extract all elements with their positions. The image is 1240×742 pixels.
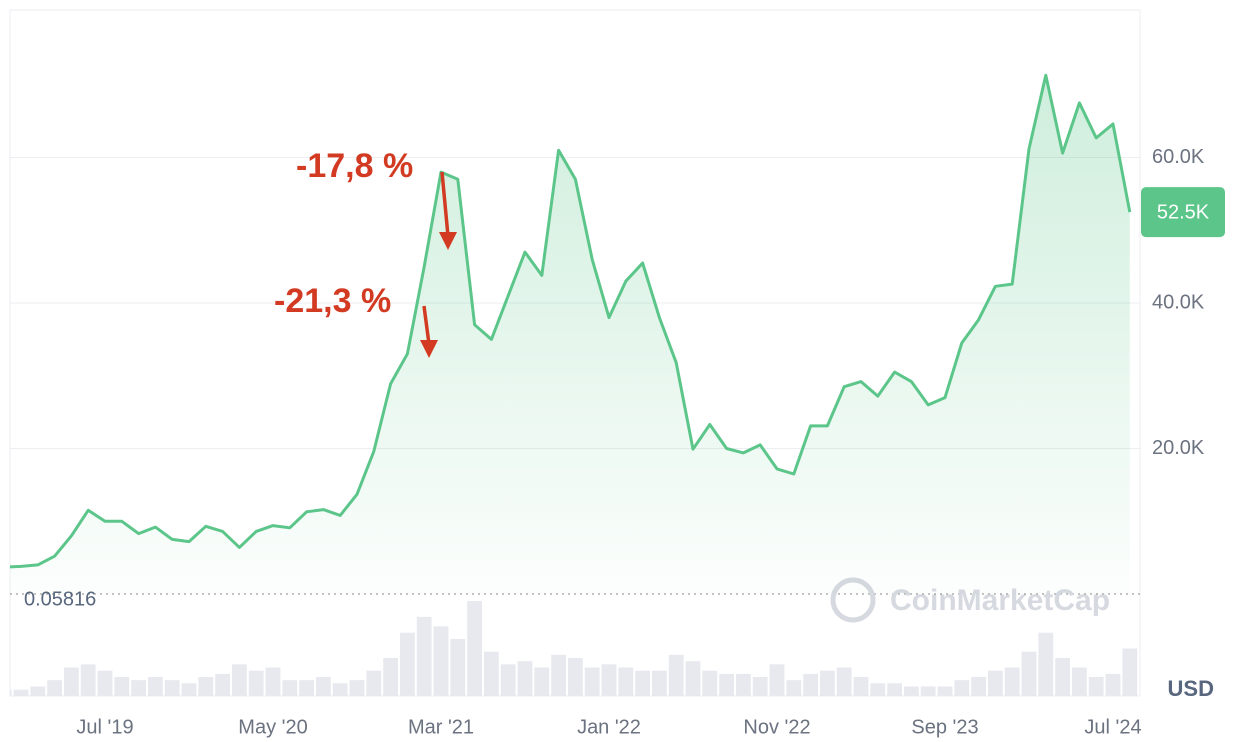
volume-bar: [534, 667, 550, 696]
y-tick-label: 40.0K: [1152, 291, 1205, 313]
annotation: -21,3 %: [274, 282, 391, 320]
volume-bar: [601, 664, 617, 696]
volume-bar: [1122, 648, 1138, 696]
volume-bar: [299, 680, 314, 696]
volume-bar: [383, 658, 398, 696]
volume-bar: [400, 632, 415, 696]
volume-bar: [618, 667, 634, 696]
volume-bar: [685, 661, 701, 696]
volume-bar: [887, 683, 902, 696]
current-price-label: 52.5K: [1157, 201, 1210, 223]
volume-bar: [332, 683, 348, 696]
x-tick-label: Jan '22: [577, 716, 641, 738]
volume-bar: [988, 670, 1003, 696]
volume-bar: [450, 639, 466, 696]
volume-bar: [265, 667, 281, 696]
volume-bar: [433, 626, 449, 696]
volume-bar: [131, 680, 146, 696]
volume-bar: [181, 683, 197, 696]
volume-bar: [80, 664, 96, 696]
volume-bar: [836, 667, 852, 696]
volume-bar: [484, 651, 499, 696]
volume-bar: [1021, 651, 1037, 696]
x-tick-label: Jul '24: [1084, 716, 1141, 738]
plot: [10, 73, 1138, 696]
volume-bar: [920, 686, 936, 696]
x-tick-label: May '20: [238, 716, 307, 738]
volume-bar: [635, 670, 650, 696]
current-price-box: [1141, 187, 1225, 238]
volume-bar: [215, 673, 230, 696]
x-tick-label: Mar '21: [408, 716, 474, 738]
volume-bar: [971, 677, 986, 696]
annotation-arrow: [422, 305, 431, 345]
volume-bar: [870, 683, 886, 696]
volume-bar: [652, 670, 667, 696]
volume-bar: [769, 664, 785, 696]
volume-bar: [702, 670, 718, 696]
volume-bar: [64, 667, 79, 696]
volume-bar: [719, 673, 734, 696]
volume-bar: [904, 686, 919, 696]
volume-bar: [366, 670, 382, 696]
volume-bar: [316, 677, 331, 696]
currency-label: USD: [1168, 676, 1214, 701]
volume-bar: [97, 670, 113, 696]
annotation-arrow: [440, 171, 450, 237]
volume-bar: [736, 673, 751, 696]
volume-bar: [954, 680, 970, 696]
volume-bar: [1072, 667, 1087, 696]
y-tick-label: 60.0K: [1152, 146, 1205, 168]
volume-bar: [517, 661, 533, 696]
volume-bar: [568, 658, 583, 696]
volume-bar: [232, 664, 247, 696]
volume-bar: [1038, 632, 1054, 696]
volume-bar: [500, 664, 516, 696]
volume-bar: [786, 680, 802, 696]
annotation-arrowhead: [439, 232, 457, 250]
volume-bar: [668, 654, 684, 696]
area: [10, 75, 1130, 594]
volume-bar: [551, 654, 566, 696]
volume-bar: [803, 673, 818, 696]
volume-bar: [248, 670, 264, 696]
volume-bar: [47, 680, 62, 696]
volume-bar: [820, 670, 835, 696]
annotation-arrowhead: [420, 340, 438, 358]
volume-bar: [1088, 677, 1104, 696]
x-tick-label: Jul '19: [76, 716, 133, 738]
volume-bar: [10, 689, 12, 696]
volume-bar: [114, 677, 130, 696]
volume-bar: [416, 616, 432, 696]
volume-bar: [1055, 658, 1070, 696]
volume-bar: [198, 677, 214, 696]
volume-bar: [349, 680, 365, 696]
volume-bar: [148, 677, 163, 696]
volume-bar: [1004, 667, 1020, 696]
volume-bar: [164, 680, 180, 696]
volume-bar: [30, 686, 46, 696]
volume-bar: [13, 689, 29, 696]
volume-bar: [937, 686, 953, 696]
price-line: [10, 73, 1132, 569]
x-tick-label: Sep '23: [911, 716, 978, 738]
volume-bar: [282, 680, 298, 696]
volume-bar: [467, 601, 482, 696]
volume-bar: [1105, 673, 1121, 696]
volume-bar: [584, 667, 600, 696]
y-tick-label: 20.0K: [1152, 437, 1205, 459]
volume-bar: [752, 677, 768, 696]
annotation: -17,8 %: [296, 147, 413, 185]
volume-bar: [853, 677, 869, 696]
x-tick-label: Nov '22: [743, 716, 810, 738]
